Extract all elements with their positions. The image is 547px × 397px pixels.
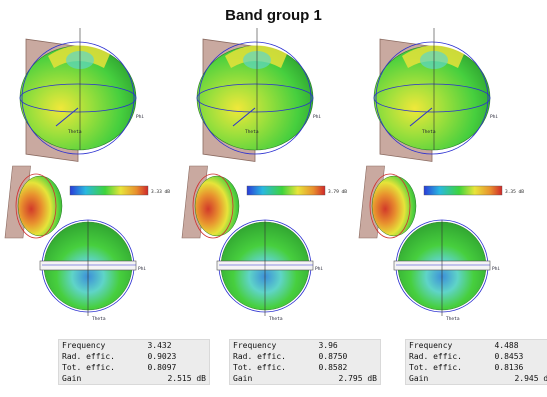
row-value: 0.8750 — [318, 352, 348, 361]
top-theta-label: Theta — [92, 316, 106, 322]
row-label: Frequency — [233, 341, 277, 350]
results-table-1: Frequency 3.432 Rad. effic. 0.9023 Tot. ef… — [58, 339, 210, 385]
table-row: Rad. effic. 0.9023 — [59, 351, 209, 362]
phi-label: Phi — [136, 114, 144, 120]
phi-label: Phi — [490, 114, 498, 120]
pattern-panel-2: Phi Theta 3.79 dB Phi Theta — [181, 27, 347, 322]
results-table-2: Frequency 3.96 Rad. effic. 0.8750 Tot. eff… — [229, 339, 381, 385]
top-theta-label: Theta — [446, 316, 460, 322]
figure-title: Band group 1 — [225, 7, 322, 24]
row-label: Rad. effic. — [62, 352, 115, 361]
pattern-panel-1: Phi Theta 3.33 dB Phi Theta — [4, 27, 170, 322]
row-value: 3.96 — [318, 341, 338, 350]
row-label: Tot. effic. — [409, 363, 462, 372]
row-value: 3.432 — [147, 341, 172, 350]
row-label: Gain — [233, 374, 253, 383]
table-row: Gain 2.795 dB — [230, 373, 380, 384]
theta-label: Theta — [422, 129, 436, 135]
pattern-panel-3: Phi Theta 3.35 dB Phi Theta — [358, 27, 524, 322]
row-label: Rad. effic. — [233, 352, 286, 361]
table-row: Frequency 3.96 — [230, 340, 380, 351]
row-label: Tot. effic. — [233, 363, 286, 372]
top-theta-label: Theta — [269, 316, 283, 322]
row-label: Gain — [409, 374, 429, 383]
row-value: 0.9023 — [147, 352, 177, 361]
table-row: Frequency 3.432 — [59, 340, 209, 351]
top-phi-label: Phi — [138, 266, 146, 272]
row-value: 2.515 dB — [167, 374, 206, 383]
phi-label: Phi — [313, 114, 321, 120]
row-label: Frequency — [62, 341, 106, 350]
table-row: Frequency 4.488 — [406, 340, 547, 351]
row-value: 0.8136 — [494, 363, 524, 372]
row-value: 2.945 dB — [514, 374, 547, 383]
row-value: 0.8582 — [318, 363, 348, 372]
theta-label: Theta — [68, 129, 82, 135]
top-phi-label: Phi — [315, 266, 323, 272]
table-row: Rad. effic. 0.8750 — [230, 351, 380, 362]
scale-max-label: 3.33 dB — [151, 189, 170, 195]
row-value: 2.795 dB — [338, 374, 377, 383]
table-row: Gain 2.945 dB — [406, 373, 547, 384]
row-label: Rad. effic. — [409, 352, 462, 361]
row-value: 0.8097 — [147, 363, 177, 372]
scale-max-label: 3.35 dB — [505, 189, 524, 195]
top-phi-label: Phi — [492, 266, 500, 272]
scale-max-label: 3.79 dB — [328, 189, 347, 195]
row-label: Gain — [62, 374, 82, 383]
table-row: Rad. effic. 0.8453 — [406, 351, 547, 362]
row-label: Tot. effic. — [62, 363, 115, 372]
results-table-3: Frequency 4.488 Rad. effic. 0.8453 Tot. ef… — [405, 339, 547, 385]
table-row: Tot. effic. 0.8582 — [230, 362, 380, 373]
table-row: Gain 2.515 dB — [59, 373, 209, 384]
table-row: Tot. effic. 0.8136 — [406, 362, 547, 373]
row-value: 4.488 — [494, 341, 519, 350]
theta-label: Theta — [245, 129, 259, 135]
table-row: Tot. effic. 0.8097 — [59, 362, 209, 373]
row-value: 0.8453 — [494, 352, 524, 361]
row-label: Frequency — [409, 341, 453, 350]
